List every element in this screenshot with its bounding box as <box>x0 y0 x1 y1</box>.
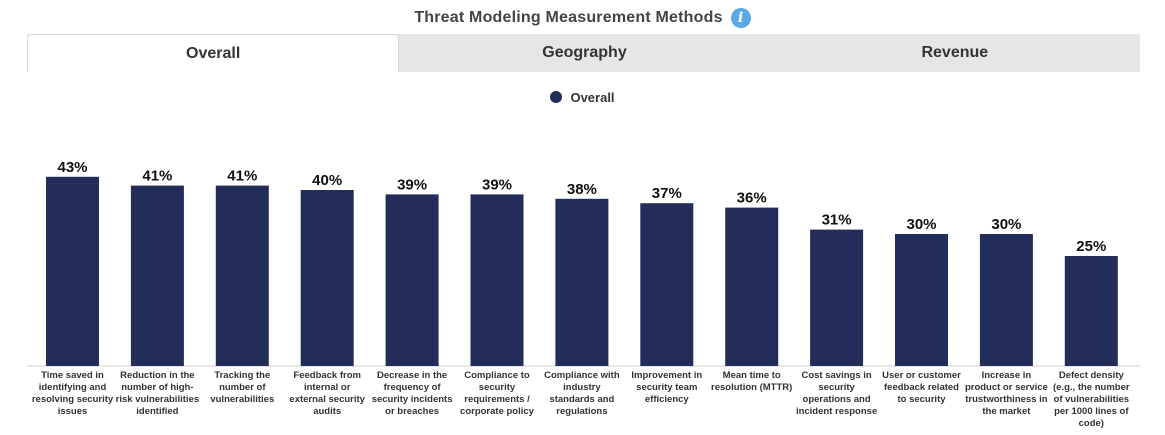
bar-8[interactable] <box>725 207 779 366</box>
value-labels-group: 43% 41% 41% 40% 39% 39% 38% 37% 36% 31% 30% 30% 25% <box>57 159 1106 255</box>
category-label-3: Feedback from internal or external secur… <box>289 370 365 417</box>
legend-label: Overall <box>570 89 615 105</box>
bar-4[interactable] <box>385 194 439 366</box>
bar-value-label-0: 43% <box>57 159 87 176</box>
category-label-2: Tracking the number of vulnerabilities <box>210 370 275 405</box>
legend-swatch <box>550 91 563 103</box>
bar-0[interactable] <box>46 176 99 366</box>
bar-value-label-10: 30% <box>906 216 936 233</box>
bar-9[interactable] <box>810 229 864 366</box>
category-label-11: Increase in product or service trustwort… <box>964 370 1048 417</box>
tab-overall[interactable]: Overall <box>27 34 400 72</box>
bar-value-label-5: 39% <box>482 176 512 193</box>
bar-value-label-9: 31% <box>822 212 852 229</box>
bar-value-label-8: 36% <box>737 190 767 207</box>
category-label-4: Decrease in the frequency of security in… <box>371 370 453 417</box>
chart-header: Threat Modeling Measurement Methods i <box>0 6 1165 30</box>
category-label-1: Reduction in the number of high-risk vul… <box>115 370 200 417</box>
bar-7[interactable] <box>640 203 694 366</box>
bar-11[interactable] <box>979 234 1033 366</box>
bar-12[interactable] <box>1064 256 1118 366</box>
category-label-9: Cost savings in security operations and … <box>795 370 878 417</box>
bar-value-label-12: 25% <box>1076 238 1106 255</box>
chart-title: Threat Modeling Measurement Methods <box>414 9 723 26</box>
bar-5[interactable] <box>470 194 524 366</box>
category-label-10: User or customer feedback related to sec… <box>882 370 961 405</box>
category-label-12: Defect density (e.g., the number of vuln… <box>1053 370 1130 429</box>
category-label-8: Mean time to resolution (MTTR) <box>711 370 793 393</box>
bar-value-label-3: 40% <box>312 172 342 189</box>
chart-legend[interactable]: Overall <box>0 88 1165 106</box>
tab-bar: Overall Geography Revenue <box>27 34 1140 72</box>
category-label-7: Improvement in security team efficiency <box>631 370 703 405</box>
bar-1[interactable] <box>130 185 184 366</box>
bar-6[interactable] <box>555 198 609 366</box>
bar-value-label-6: 38% <box>567 181 597 198</box>
category-label-6: Compliance with industry standards and r… <box>544 370 620 417</box>
bar-value-label-4: 39% <box>397 176 427 193</box>
bar-value-label-2: 41% <box>227 168 257 185</box>
bar-2[interactable] <box>215 185 269 366</box>
category-label-5: Compliance to security requirements / co… <box>460 370 534 417</box>
bar-value-label-7: 37% <box>652 185 682 202</box>
bars-group <box>46 176 1118 366</box>
tab-geography[interactable]: Geography <box>542 44 627 61</box>
tab-revenue[interactable]: Revenue <box>921 44 989 61</box>
bar-3[interactable] <box>300 190 354 366</box>
bar-value-label-11: 30% <box>991 216 1021 233</box>
info-icon[interactable]: i <box>730 8 751 28</box>
bar-10[interactable] <box>895 234 948 366</box>
bar-value-label-1: 41% <box>142 168 172 185</box>
category-label-0: Time saved in identifying and resolving … <box>31 370 114 417</box>
